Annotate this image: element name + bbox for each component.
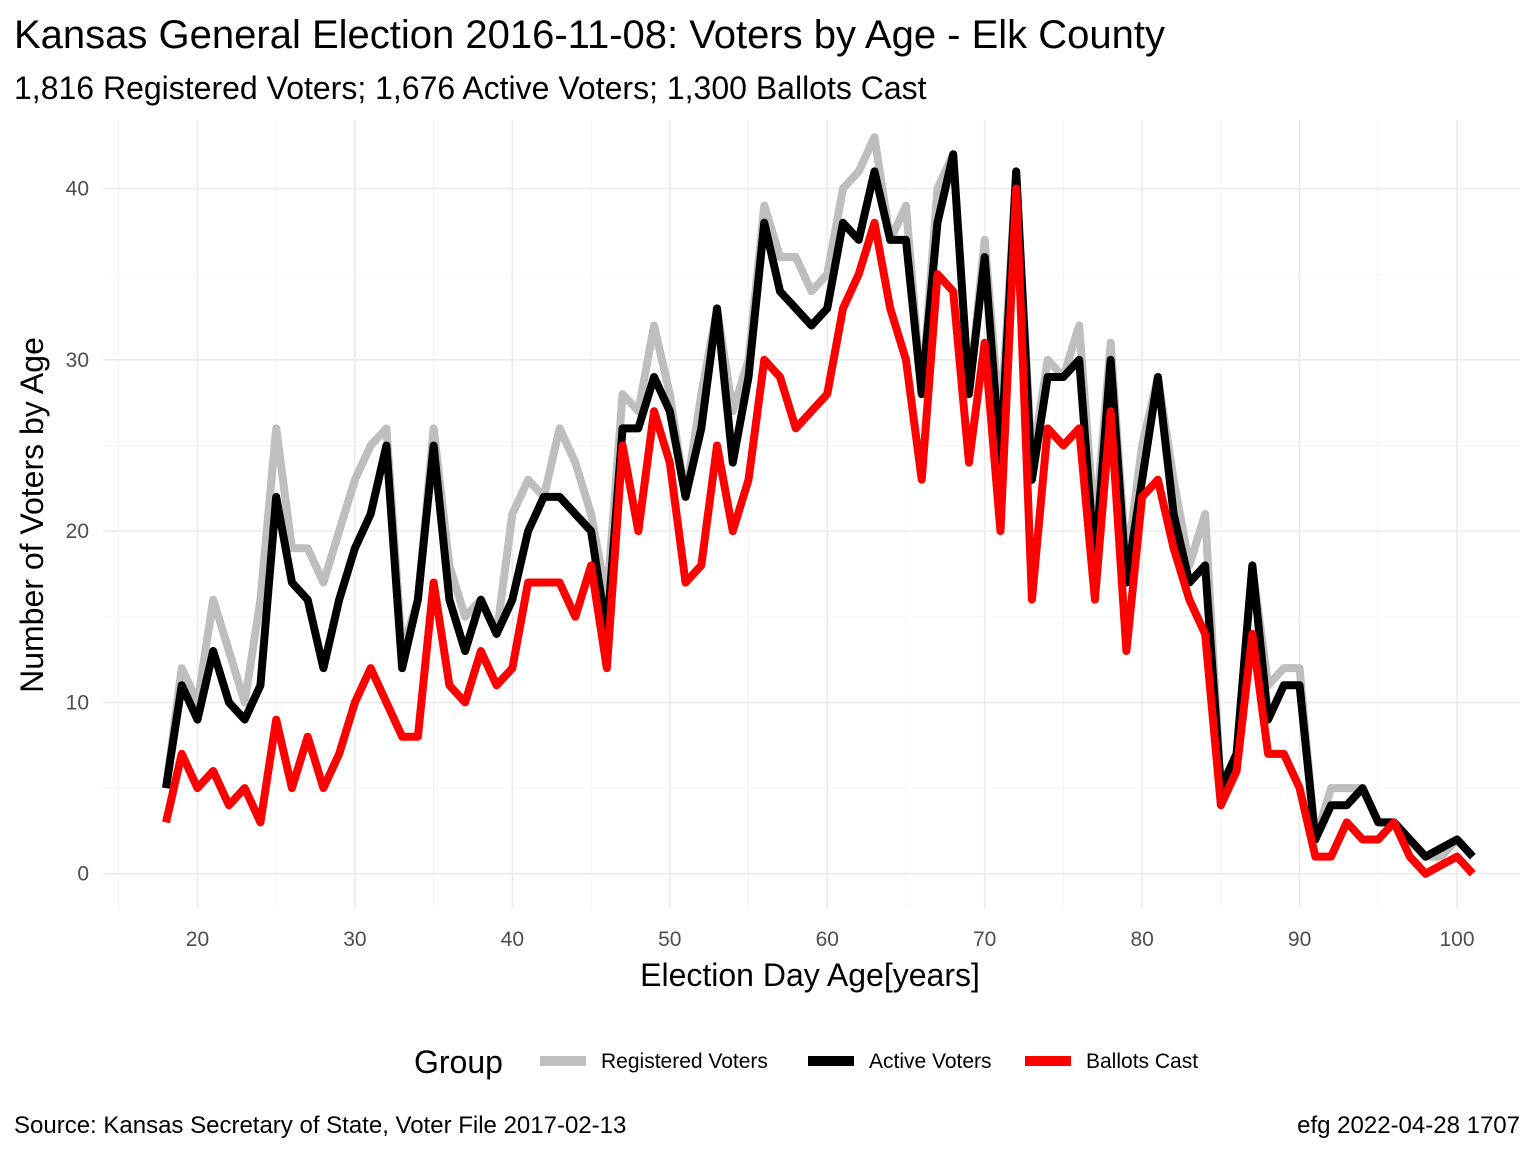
x-tick-label: 100	[1439, 928, 1474, 951]
x-tick-label: 50	[658, 928, 681, 951]
chart-subtitle: 1,816 Registered Voters; 1,676 Active Vo…	[14, 70, 927, 106]
source-caption: Source: Kansas Secretary of State, Voter…	[14, 1112, 626, 1139]
x-tick-label: 30	[343, 928, 366, 951]
legend-label-registered-voters: Registered Voters	[601, 1050, 768, 1073]
registered-voters-line	[162, 133, 1476, 861]
x-tick-label: 70	[973, 928, 996, 951]
ballots-cast-line	[162, 184, 1476, 878]
x-axis-label: Election Day Age[years]	[640, 957, 980, 993]
y-tick-label: 10	[66, 691, 89, 714]
legend-label-ballots-cast: Ballots Cast	[1086, 1050, 1198, 1073]
series-lines	[162, 133, 1476, 878]
x-axis-ticks: 20 30 40 50 60 70 80 90 100	[186, 928, 1475, 951]
x-tick-label: 90	[1288, 928, 1311, 951]
x-tick-label: 80	[1130, 928, 1153, 951]
x-tick-label: 20	[186, 928, 209, 951]
credit-caption: efg 2022-04-28 1707	[1297, 1112, 1520, 1139]
legend-label-active-voters: Active Voters	[869, 1050, 992, 1073]
active-voters-line	[162, 150, 1476, 861]
legend-title: Group	[414, 1044, 503, 1080]
y-tick-label: 30	[66, 349, 89, 372]
x-tick-label: 40	[501, 928, 524, 951]
y-tick-label: 40	[66, 178, 89, 201]
x-tick-label: 60	[816, 928, 839, 951]
y-axis-ticks: 0 10 20 30 40	[66, 178, 89, 886]
chart-title: Kansas General Election 2016-11-08: Vote…	[14, 13, 1165, 57]
y-tick-label: 20	[66, 520, 89, 543]
legend: Group Registered Voters Active Voters Ball…	[414, 1044, 1198, 1080]
y-tick-label: 0	[77, 863, 89, 886]
y-axis-label: Number of Voters by Age	[14, 337, 50, 693]
